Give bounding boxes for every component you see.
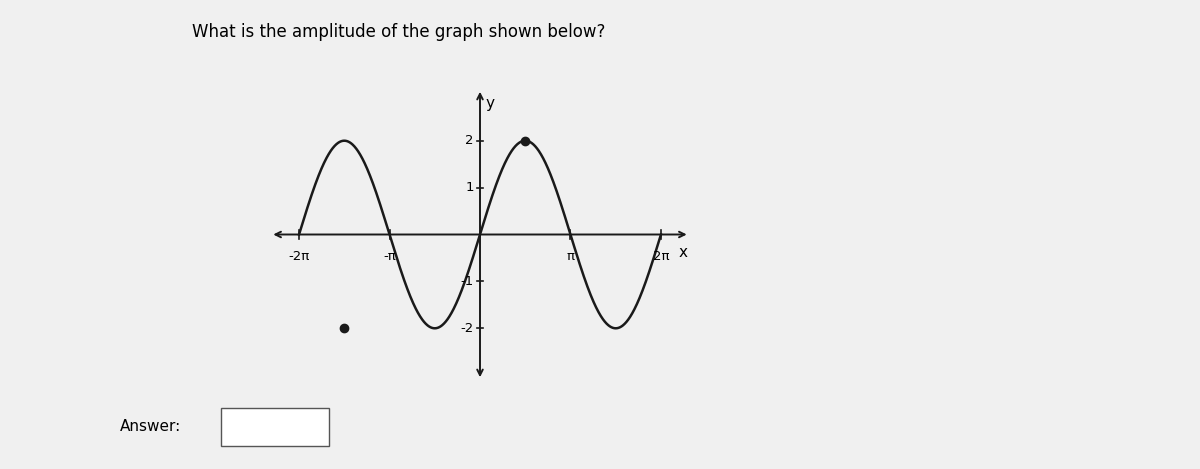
Text: -2π: -2π (288, 250, 310, 263)
Text: 2π: 2π (653, 250, 670, 263)
Text: -2: -2 (461, 322, 474, 335)
Text: π: π (566, 250, 575, 263)
Text: What is the amplitude of the graph shown below?: What is the amplitude of the graph shown… (192, 23, 605, 41)
FancyBboxPatch shape (221, 408, 329, 446)
Text: 2: 2 (466, 134, 474, 147)
Text: 1: 1 (466, 181, 474, 194)
Text: y: y (485, 97, 494, 112)
Text: Answer:: Answer: (120, 419, 181, 434)
Text: -1: -1 (461, 275, 474, 288)
Text: -π: -π (383, 250, 396, 263)
Text: x: x (678, 245, 688, 260)
